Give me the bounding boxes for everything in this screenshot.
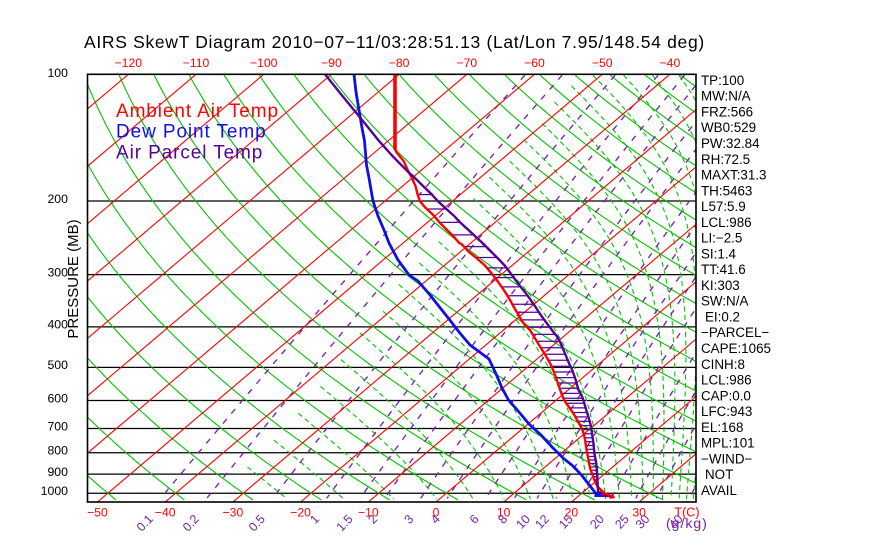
svg-text:LCL:986: LCL:986 [701, 373, 752, 388]
svg-text:−WIND−: −WIND− [701, 451, 753, 466]
svg-text:−110: −110 [183, 56, 210, 70]
svg-text:AVAIL: AVAIL [701, 483, 737, 498]
svg-text:100: 100 [47, 66, 68, 80]
svg-text:−10: −10 [358, 506, 379, 520]
svg-text:EL:168: EL:168 [701, 420, 743, 435]
svg-text:−20: −20 [290, 506, 311, 520]
svg-text:−100: −100 [250, 56, 278, 70]
svg-text:−120: −120 [115, 56, 143, 70]
svg-text:−70: −70 [456, 56, 477, 70]
svg-text:300: 300 [47, 265, 68, 279]
svg-text:SI:1.4: SI:1.4 [701, 246, 737, 261]
svg-text:−60: −60 [524, 56, 545, 70]
svg-text:10: 10 [497, 506, 511, 520]
svg-text:L57:5.9: L57:5.9 [701, 199, 746, 214]
svg-text:20: 20 [565, 506, 579, 520]
svg-text:LCL:986: LCL:986 [701, 215, 752, 230]
svg-text:MAXT:31.3: MAXT:31.3 [701, 168, 767, 183]
svg-text:Air Parcel Temp: Air Parcel Temp [116, 142, 263, 163]
svg-text:−30: −30 [223, 506, 244, 520]
svg-text:700: 700 [47, 419, 68, 433]
svg-text:900: 900 [47, 465, 68, 479]
svg-text:WB0:529: WB0:529 [701, 120, 756, 135]
svg-text:KI:303: KI:303 [701, 278, 740, 293]
svg-text:PW:32.84: PW:32.84 [701, 136, 760, 151]
svg-text:0: 0 [433, 506, 440, 520]
svg-text:Dew Point Temp: Dew Point Temp [116, 122, 267, 143]
svg-text:1000: 1000 [41, 484, 69, 498]
svg-text:TP:100: TP:100 [701, 73, 744, 88]
svg-text:−PARCEL−: −PARCEL− [701, 325, 769, 340]
svg-text:(g/kg): (g/kg) [666, 515, 708, 531]
svg-text:FRZ:566: FRZ:566 [701, 104, 753, 119]
svg-text:MPL:101: MPL:101 [701, 436, 755, 451]
svg-text:800: 800 [47, 444, 68, 458]
svg-text:500: 500 [47, 358, 68, 372]
svg-text:−50: −50 [87, 506, 108, 520]
svg-text:−50: −50 [592, 56, 613, 70]
svg-text:T(C): T(C) [674, 506, 699, 520]
svg-text:400: 400 [47, 318, 68, 332]
svg-text:CINH:8: CINH:8 [701, 357, 745, 372]
svg-text:NOT: NOT [705, 467, 733, 482]
svg-text:−80: −80 [389, 56, 410, 70]
svg-text:Ambient Air Temp: Ambient Air Temp [116, 101, 279, 122]
svg-text:−40: −40 [155, 506, 176, 520]
svg-text:LFC:943: LFC:943 [701, 404, 752, 419]
svg-text:CAPE:1065: CAPE:1065 [701, 341, 771, 356]
svg-text:200: 200 [47, 192, 68, 206]
svg-text:AIRS SkewT Diagram 2010−07−11/: AIRS SkewT Diagram 2010−07−11/03:28:51.1… [84, 32, 705, 52]
svg-text:−90: −90 [321, 56, 342, 70]
svg-text:TH:5463: TH:5463 [701, 183, 752, 198]
svg-text:−40: −40 [660, 56, 681, 70]
svg-text:LI:−2.5: LI:−2.5 [701, 231, 742, 246]
svg-text:CAP:0.0: CAP:0.0 [701, 388, 751, 403]
svg-text:TT:41.6: TT:41.6 [701, 262, 746, 277]
svg-text:SW:N/A: SW:N/A [701, 294, 748, 309]
svg-text:EI:0.2: EI:0.2 [705, 309, 740, 324]
svg-text:RH:72.5: RH:72.5 [701, 152, 750, 167]
svg-text:600: 600 [47, 391, 68, 405]
svg-text:30: 30 [632, 506, 646, 520]
svg-text:PRESSURE (MB): PRESSURE (MB) [65, 219, 82, 338]
svg-text:MW:N/A: MW:N/A [701, 89, 751, 104]
